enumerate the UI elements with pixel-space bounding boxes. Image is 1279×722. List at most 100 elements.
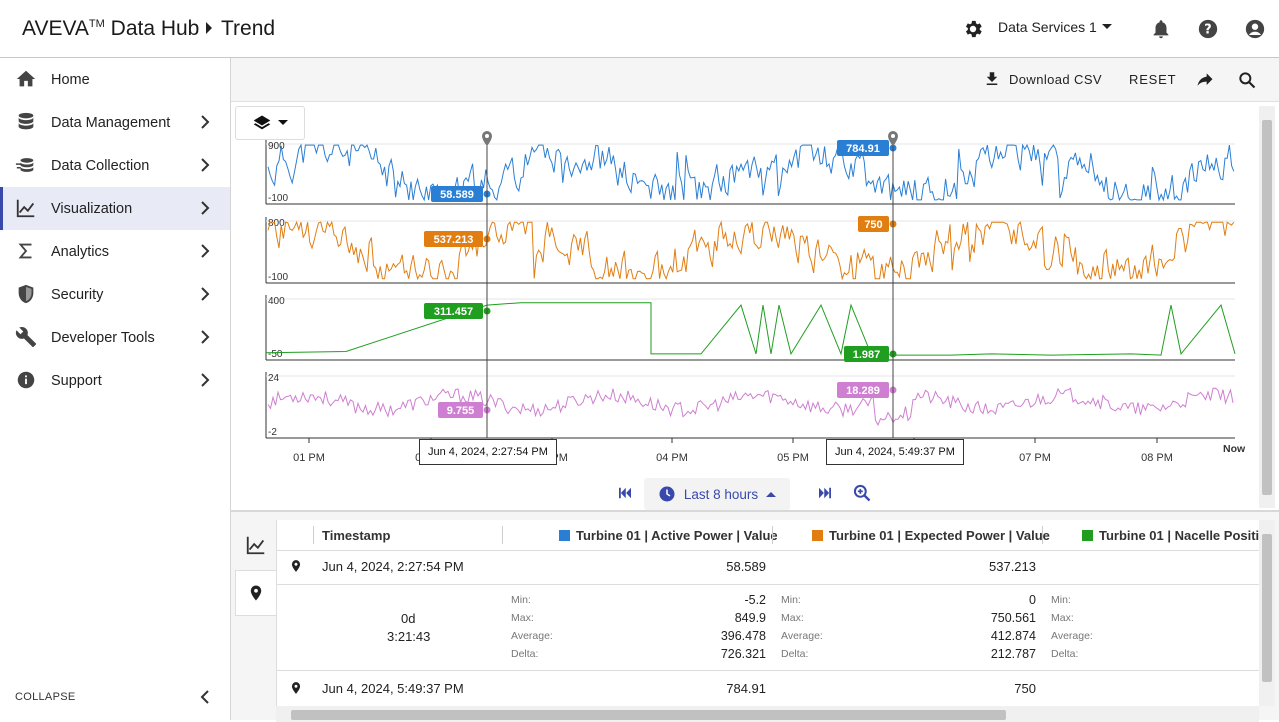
caret-up-icon (766, 491, 777, 497)
time-range-selector[interactable]: Last 8 hours (644, 478, 790, 510)
sidebar-item-visualization[interactable]: Visualization (0, 187, 230, 230)
map-pin-icon (289, 680, 303, 696)
stat-1-min: -5.2 (744, 593, 766, 607)
cursor-value-label: 58.589 (440, 189, 474, 201)
caret-down-icon (278, 120, 288, 126)
stat-label-average: Average: (1051, 630, 1093, 642)
chart-line-icon (245, 534, 267, 556)
series-swatch (812, 529, 823, 541)
x-axis-tick-label: Now (1223, 443, 1246, 455)
stat-label-min: Min: (781, 594, 801, 606)
skip-to-start-icon[interactable] (616, 484, 634, 502)
column-separator (502, 526, 503, 544)
cursor-table: Timestamp Turbine 01 | Active Power | Va… (276, 520, 1259, 722)
chevron-right-icon (197, 372, 213, 388)
zoom-in-icon[interactable] (852, 483, 872, 503)
reset-button[interactable]: RESET (1129, 72, 1177, 87)
sidebar-item-support[interactable]: Support (0, 359, 230, 402)
skip-to-end-icon[interactable] (816, 484, 834, 502)
database-icon (15, 111, 37, 133)
trend-chart[interactable]: 900 -100 58.589 784.91 800 -100 537.213 750 400 -… (231, 102, 1259, 477)
svg-text:?: ? (1204, 23, 1211, 38)
column-header-active-power[interactable]: Turbine 01 | Active Power | Value (559, 520, 778, 550)
sidebar-item-data-management[interactable]: Data Management (0, 101, 230, 144)
tenant-selector[interactable]: Data Services 1 (998, 19, 1113, 35)
y-axis-min-label: -100 (268, 272, 288, 283)
sidebar-item-home[interactable]: Home (0, 58, 230, 101)
bell-icon[interactable] (1150, 18, 1172, 40)
row-2-active-power: 784.91 (726, 681, 766, 696)
y-axis-min-label: -2 (268, 427, 277, 438)
breadcrumb-arrow-icon (203, 21, 215, 35)
tab-trend-summary[interactable] (235, 522, 276, 568)
chevron-right-icon (197, 114, 213, 130)
stat-label-delta: Delta: (781, 648, 809, 660)
stat-label-average: Average: (511, 630, 553, 642)
stat-label-delta: Delta: (1051, 648, 1079, 660)
series-line (265, 302, 1236, 356)
series-swatch (559, 529, 570, 541)
app-brand[interactable]: AVEVATM Data Hub (22, 17, 199, 41)
help-icon[interactable]: ? (1197, 18, 1219, 40)
column-header-label: Turbine 01 | Active Power | Value (576, 527, 778, 543)
column-header-nacelle-position[interactable]: Turbine 01 | Nacelle Position (1082, 520, 1259, 550)
row-divider (277, 584, 1259, 585)
sidebar-item-analytics[interactable]: Analytics (0, 230, 230, 273)
wrench-icon (15, 326, 37, 348)
stat-label-max: Max: (511, 612, 534, 624)
column-header-timestamp[interactable]: Timestamp (322, 520, 390, 550)
cursor-value-badge (424, 303, 483, 319)
map-pin-icon (289, 558, 303, 574)
clock-icon (658, 485, 676, 503)
cursor-pin-icon[interactable] (888, 131, 898, 146)
sidebar-item-label: Data Management (51, 114, 171, 131)
sidebar: Home Data Management Data Collection Vis… (0, 58, 231, 720)
series-line (267, 143, 1235, 202)
cursor-value-label: 9.755 (447, 405, 475, 417)
sidebar-item-security[interactable]: Security (0, 273, 230, 316)
column-separator (1042, 526, 1043, 544)
layers-icon (252, 113, 272, 133)
shield-icon (15, 283, 37, 305)
row-1-expected-power: 537.213 (989, 559, 1036, 574)
chevron-right-icon (197, 243, 213, 259)
column-separator (313, 526, 314, 544)
chevron-left-icon[interactable] (197, 689, 213, 705)
tab-cursor-details[interactable] (235, 570, 276, 616)
x-axis-tick-label: 05 PM (777, 452, 809, 464)
layers-button[interactable] (235, 106, 305, 140)
stat-2-max: 750.561 (990, 611, 1036, 625)
collapse-button[interactable]: COLLAPSE (15, 691, 76, 703)
chart-line-icon (15, 197, 37, 219)
stat-label-delta: Delta: (511, 648, 539, 660)
column-header-expected-power[interactable]: Turbine 01 | Expected Power | Value (812, 520, 1050, 550)
brand-suffix: Data Hub (104, 17, 200, 40)
gear-icon[interactable] (962, 18, 984, 40)
share-icon[interactable] (1195, 70, 1215, 90)
table-horizontal-scrollbar-thumb[interactable] (291, 710, 1006, 720)
chevron-right-icon (197, 200, 213, 216)
stat-label-min: Min: (1051, 594, 1071, 606)
cursor-value-label: 750 (864, 219, 882, 231)
sidebar-item-data-collection[interactable]: Data Collection (0, 144, 230, 187)
cursor-value-badge (858, 216, 889, 232)
column-header-label: Turbine 01 | Nacelle Position (1099, 527, 1259, 543)
time-range-label: Last 8 hours (683, 486, 759, 502)
y-axis-max-label: 900 (268, 141, 285, 152)
download-csv-button[interactable]: Download CSV (983, 70, 1102, 88)
y-axis-min-label: -100 (268, 193, 288, 204)
table-vertical-scrollbar-thumb[interactable] (1262, 534, 1272, 682)
x-axis-tick-label: 07 PM (1019, 452, 1051, 464)
time-navigation: Last 8 hours (616, 478, 888, 510)
stat-1-average: 396.478 (720, 629, 766, 643)
chart-scrollbar-thumb[interactable] (1262, 120, 1272, 495)
account-icon[interactable] (1244, 18, 1266, 40)
tenant-label: Data Services 1 (998, 19, 1097, 35)
search-icon[interactable] (1237, 70, 1257, 90)
series-swatch (1082, 529, 1093, 541)
chevron-right-icon (197, 286, 213, 302)
cursor-pin-icon[interactable] (482, 131, 492, 146)
x-axis-tick-label: 04 PM (656, 452, 688, 464)
sidebar-item-label: Support (51, 372, 102, 389)
sidebar-item-developer-tools[interactable]: Developer Tools (0, 316, 230, 359)
